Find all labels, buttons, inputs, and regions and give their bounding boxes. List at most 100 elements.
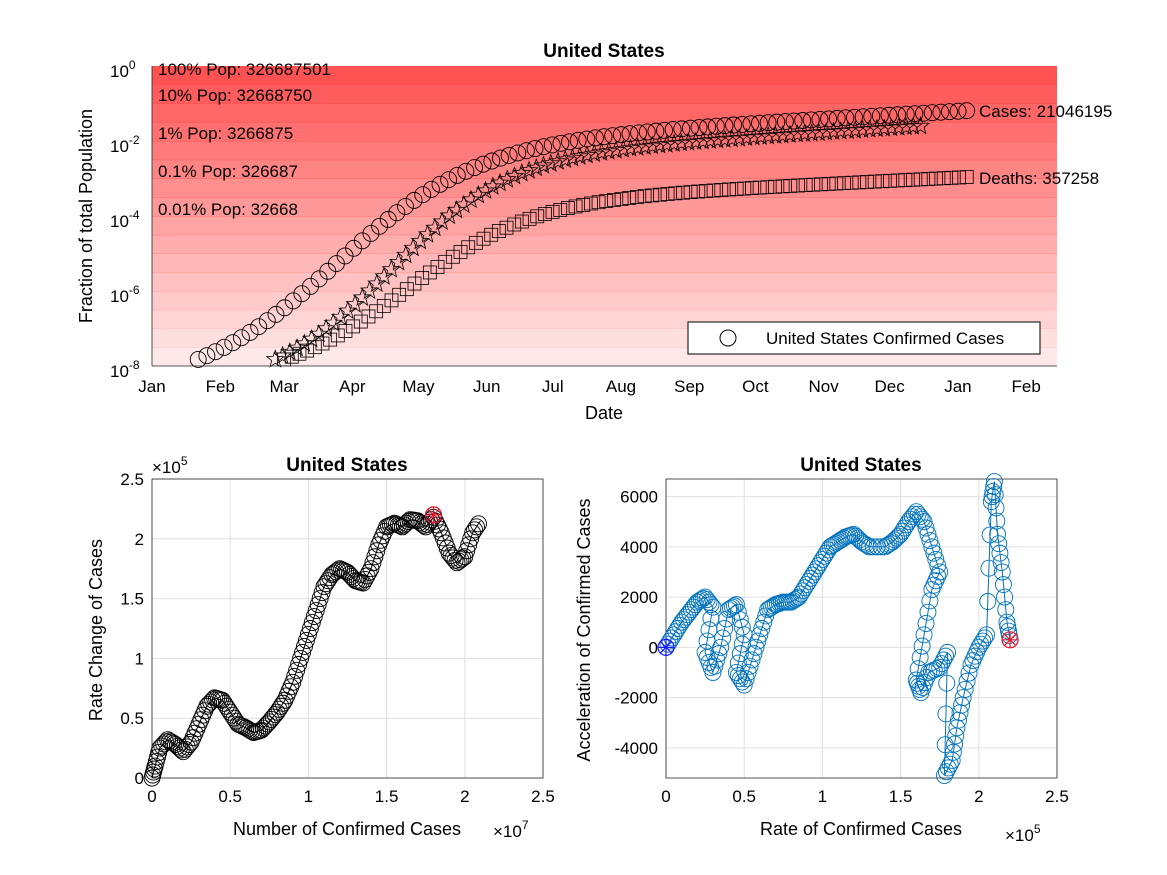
cases-marker (915, 104, 932, 122)
cases-marker (837, 109, 855, 127)
cases-marker (785, 112, 803, 130)
data-point (954, 689, 972, 707)
deaths-marker (691, 184, 706, 199)
star-marker (454, 194, 474, 214)
cases-marker (543, 136, 561, 154)
top-legend[interactable]: United States Confirmed Cases (687, 321, 1041, 355)
data-point (219, 700, 237, 718)
y-tick-label: 4000 (620, 538, 658, 557)
data-point (729, 667, 747, 685)
star-marker (338, 300, 358, 320)
deaths-marker (768, 179, 782, 194)
deaths-marker (384, 293, 399, 308)
cases-marker (405, 191, 423, 209)
data-point (983, 488, 1001, 506)
star-marker (700, 130, 720, 149)
star-marker (722, 128, 742, 148)
deaths-marker (560, 201, 575, 215)
data-point (985, 478, 1003, 495)
data-point (274, 694, 292, 712)
deaths-marker (944, 170, 959, 185)
cases-marker (759, 114, 777, 132)
top-x-tick-label: Feb (1012, 377, 1041, 396)
data-point (735, 676, 753, 694)
data-point (999, 618, 1017, 636)
data-point (790, 588, 808, 606)
data-point (213, 691, 231, 709)
data-point (456, 548, 474, 566)
deaths-marker (714, 183, 729, 197)
star-marker (671, 133, 691, 152)
data-point (919, 603, 937, 621)
data-point (452, 551, 470, 569)
star-marker (649, 135, 670, 154)
cases-marker (431, 175, 449, 193)
data-point (911, 648, 929, 666)
top-y-ticks: 10-8 10-6 10-4 10-2 100 (110, 58, 140, 381)
data-point (667, 623, 685, 641)
data-point (966, 647, 984, 665)
star-marker (562, 148, 583, 167)
deaths-marker (607, 192, 621, 207)
data-point (202, 693, 220, 711)
br-x-exponent: ×105 (1005, 822, 1041, 845)
data-point (956, 680, 974, 698)
cases-marker (656, 121, 673, 139)
bottom-left-chart: 0 0.5 1 1.5 2 2.5 0 0.5 1 1.5 2 2.5 United States N… (86, 454, 555, 841)
data-point (915, 513, 933, 531)
legend-entry: United States Confirmed Cases (766, 329, 1004, 348)
data-point (737, 670, 755, 688)
data-point (915, 626, 933, 644)
cases-marker (828, 109, 846, 127)
deaths-marker (814, 177, 828, 192)
data-point (241, 721, 259, 739)
data-point (722, 599, 739, 617)
deaths-marker (737, 181, 752, 196)
star-marker (316, 318, 336, 337)
data-point (813, 550, 831, 568)
axes-box (665, 478, 1058, 779)
data-point (831, 532, 849, 550)
x-tick-label: 0.5 (218, 787, 242, 806)
cases-marker (207, 343, 224, 361)
data-point (745, 645, 763, 663)
star-marker (294, 333, 314, 352)
data-point (368, 542, 386, 560)
y-tick-label: -4000 (615, 739, 658, 758)
star-marker (541, 153, 561, 172)
cases-marker (595, 128, 613, 146)
star-marker (497, 169, 517, 188)
data-point (802, 569, 820, 587)
data-point (194, 706, 212, 724)
deaths-marker (952, 170, 966, 185)
cases-marker (776, 113, 794, 131)
data-point (266, 706, 284, 724)
bl-chart-title: United States (286, 455, 407, 476)
cases-marker (889, 106, 907, 124)
data-point (913, 637, 931, 655)
cases-marker (353, 232, 371, 250)
star-marker (642, 135, 662, 155)
data-point (761, 599, 779, 617)
cases-marker (440, 171, 458, 189)
deaths-marker (438, 254, 453, 269)
deaths-marker (399, 282, 414, 297)
deaths-marker (491, 224, 506, 238)
star-marker (910, 115, 931, 135)
cases-marker (897, 105, 915, 123)
cases-marker (569, 131, 587, 149)
x-tick-label: 2 (974, 787, 983, 806)
deaths-marker (584, 196, 598, 211)
cases-marker (932, 103, 950, 121)
deaths-marker (445, 249, 460, 264)
deaths-marker (745, 181, 759, 195)
star-marker (736, 127, 757, 147)
data-point (810, 557, 827, 575)
data-point (280, 682, 298, 700)
star-marker (693, 131, 713, 150)
data-point (923, 581, 941, 599)
cases-marker (802, 111, 820, 129)
cases-marker (293, 285, 311, 303)
deaths-marker (499, 220, 514, 235)
shade-band (152, 178, 1057, 198)
